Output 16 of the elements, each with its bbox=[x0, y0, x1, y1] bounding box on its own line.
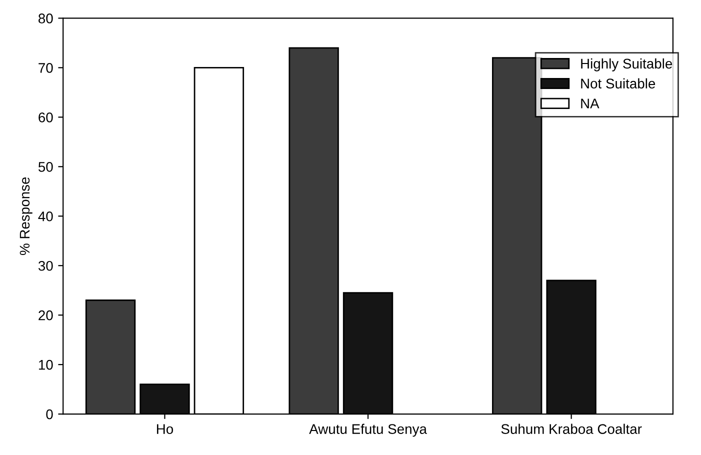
y-tick-label: 10 bbox=[38, 360, 53, 370]
legend-label: NA bbox=[581, 98, 600, 108]
y-tick-label: 80 bbox=[38, 14, 53, 24]
y-tick-label: 0 bbox=[46, 409, 53, 420]
y-tick-label: 60 bbox=[38, 112, 53, 122]
x-tick-label: Awutu Efutu Senya bbox=[309, 424, 427, 437]
y-tick-label: 70 bbox=[38, 63, 53, 73]
y-axis-title: % Response bbox=[20, 177, 32, 256]
y-tick-label: 20 bbox=[38, 310, 53, 320]
x-tick-label: Ho bbox=[156, 424, 174, 434]
legend-label: Highly Suitable bbox=[581, 58, 672, 72]
y-tick-label: 50 bbox=[38, 162, 53, 172]
y-tick-label: 30 bbox=[38, 260, 53, 271]
x-tick-label: Suhum Kraboa Coaltar bbox=[501, 424, 642, 434]
legend-label: Not Suitable bbox=[581, 78, 656, 89]
y-tick-label: 40 bbox=[38, 211, 53, 222]
